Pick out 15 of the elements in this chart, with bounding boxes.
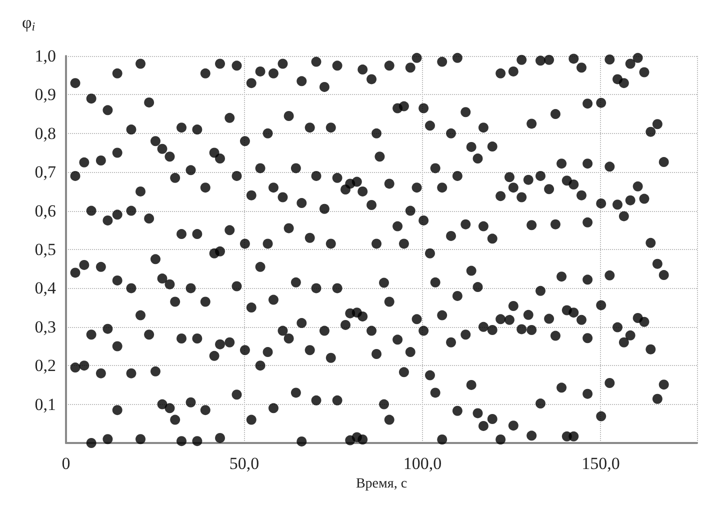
y-tick-label: 0,3 [34, 317, 56, 336]
x-tick-label: 50,0 [229, 454, 260, 473]
y-tick-label: 0,2 [34, 356, 56, 376]
y-tick-label: 1,0 [34, 46, 56, 66]
y-tick-label: 0,9 [34, 85, 56, 104]
y-tick-label: 0,1 [34, 394, 56, 414]
y-tick-label: 0,7 [34, 162, 56, 182]
x-axis-title: Время, с [356, 476, 408, 492]
x-tick-label: 100,0 [403, 454, 442, 473]
x-tick-label: 0 [62, 454, 70, 473]
y-tick-label: 0,4 [34, 278, 56, 298]
x-tick-label: 150,0 [582, 454, 620, 473]
y-tick-label: 0,8 [34, 124, 56, 143]
y-tick-label: 0,5 [34, 240, 56, 259]
y-tick-label: 0,6 [34, 201, 56, 220]
